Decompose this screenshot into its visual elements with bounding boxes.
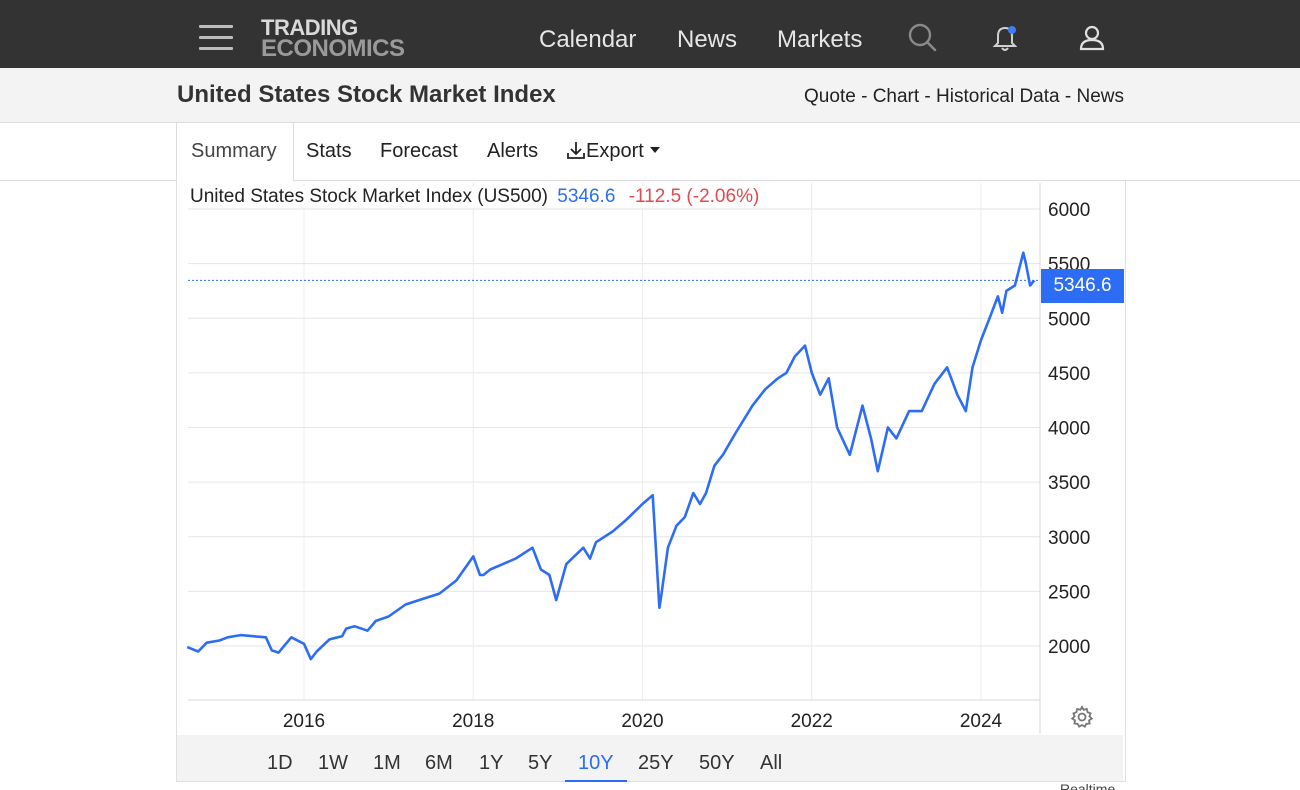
y-tick-label: 5000: [1048, 309, 1090, 330]
range-10y[interactable]: 10Y: [578, 752, 614, 774]
tabs-row: Summary Stats Forecast Alerts Export: [0, 123, 1300, 182]
export-dropdown[interactable]: Export: [566, 140, 661, 163]
range-all[interactable]: All: [760, 752, 783, 774]
range-50y[interactable]: 50Y: [699, 752, 735, 774]
download-icon: [567, 142, 585, 159]
y-tick-label: 3500: [1048, 473, 1090, 494]
title-strip: United States Stock Market Index Quote -…: [0, 68, 1300, 123]
sub-navigation: Quote - Chart - Historical Data - News: [804, 86, 1124, 108]
x-tick-label: 2020: [621, 711, 663, 732]
range-6m[interactable]: 6M: [425, 752, 453, 774]
bell-icon[interactable]: [990, 22, 1020, 54]
export-label: Export: [586, 140, 644, 162]
subnav-separator: -: [1059, 86, 1077, 107]
caret-down-icon: [650, 147, 661, 153]
x-tick-label: 2022: [791, 711, 833, 732]
nav-link-news[interactable]: News: [677, 26, 738, 53]
top-navbar: TRADING ECONOMICS Calendar News Markets: [0, 0, 1300, 68]
x-tick-label: 2016: [283, 711, 325, 732]
range-selector: 1D 1W 1M 6M 1Y 5Y 10Y 25Y 50Y All: [177, 735, 1123, 781]
range-5y[interactable]: 5Y: [528, 752, 553, 774]
tab-stats[interactable]: Stats: [306, 140, 352, 162]
tab-forecast[interactable]: Forecast: [380, 140, 458, 162]
chart-header: United States Stock Market Index (US500)…: [190, 186, 766, 208]
chart-panel: [176, 181, 1126, 782]
range-1m[interactable]: 1M: [373, 752, 401, 774]
y-tick-label: 2000: [1048, 637, 1090, 658]
series-line: [186, 251, 1036, 661]
active-range-underline: [565, 780, 627, 782]
nav-link-calendar[interactable]: Calendar: [539, 26, 637, 53]
subnav-separator: -: [919, 86, 937, 107]
x-tick-label: 2024: [960, 711, 1003, 732]
subnav-quote[interactable]: Quote: [804, 86, 856, 107]
y-tick-label: 4000: [1048, 419, 1090, 440]
subnav-separator: -: [855, 86, 873, 107]
range-25y[interactable]: 25Y: [638, 752, 674, 774]
x-tick-label: 2018: [452, 711, 494, 732]
search-icon[interactable]: [907, 22, 937, 54]
realtime-label: Realtime: [1060, 782, 1116, 790]
y-tick-label: 2500: [1048, 582, 1090, 603]
nav-link-markets[interactable]: Markets: [777, 26, 863, 53]
range-1d[interactable]: 1D: [267, 752, 293, 774]
menu-icon[interactable]: [199, 25, 233, 51]
user-icon[interactable]: [1077, 22, 1107, 54]
y-tick-label: 3000: [1048, 528, 1090, 549]
chart-last-price: 5346.6: [557, 186, 616, 207]
subnav-historical-data[interactable]: Historical Data: [936, 86, 1060, 107]
last-price-tag: 5346.6: [1041, 269, 1124, 303]
tab-summary-label: Summary: [191, 140, 277, 162]
subnav-chart[interactable]: Chart: [872, 86, 920, 107]
subnav-news[interactable]: News: [1076, 86, 1124, 107]
chart-series-name: United States Stock Market Index (US500): [190, 186, 548, 207]
trading-economics-logo[interactable]: TRADING ECONOMICS: [261, 15, 405, 62]
y-tick-label: 6000: [1048, 200, 1090, 221]
range-1w[interactable]: 1W: [318, 752, 348, 774]
gear-icon[interactable]: [1070, 705, 1094, 729]
tab-alerts[interactable]: Alerts: [487, 140, 539, 162]
chart-price-change: -112.5 (-2.06%): [628, 186, 760, 207]
range-1y[interactable]: 1Y: [479, 752, 504, 774]
page-title: United States Stock Market Index: [177, 81, 556, 108]
tab-summary[interactable]: Summary: [176, 123, 294, 182]
y-tick-label: 4500: [1048, 364, 1090, 385]
